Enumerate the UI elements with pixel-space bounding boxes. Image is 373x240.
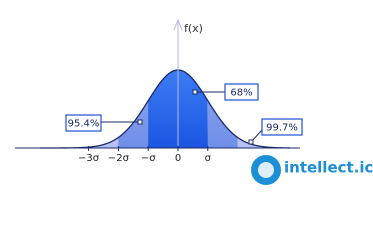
label-box	[261, 118, 303, 136]
watermark-icon-inner	[258, 162, 274, 178]
watermark-text: intellect.icu	[284, 159, 373, 177]
three-sigma-label: 99.7%	[266, 123, 298, 134]
x-tick-label: σ	[205, 153, 212, 164]
areas	[40, 69, 291, 149]
page: {"axis": {"y_label": "f(x)", "ticks": ["…	[15, 18, 373, 189]
x-tick-label: −σ	[141, 153, 156, 164]
one-sigma-label: 68%	[230, 88, 252, 99]
ticks: −3σ −2σ −σ 0 σ	[78, 146, 212, 164]
y-axis-label: f(x)	[184, 22, 203, 35]
two-sigma-label: 95.4%	[68, 119, 100, 130]
y-axis-arrow	[173, 18, 183, 31]
x-tick-label: −2σ	[108, 153, 130, 164]
anchor	[248, 139, 254, 145]
anchor	[192, 89, 198, 95]
label-box	[65, 114, 102, 132]
x-tick-label: −3σ	[78, 153, 100, 164]
anchor	[137, 119, 143, 125]
normal-distribution-diagram: f(x) 68% 95.4% 99.7% −3σ −2σ −σ 0 σ intellec…	[15, 18, 373, 189]
label-box	[224, 83, 259, 101]
watermark: intellect.icu	[247, 152, 373, 189]
x-tick-label: 0	[175, 153, 181, 164]
